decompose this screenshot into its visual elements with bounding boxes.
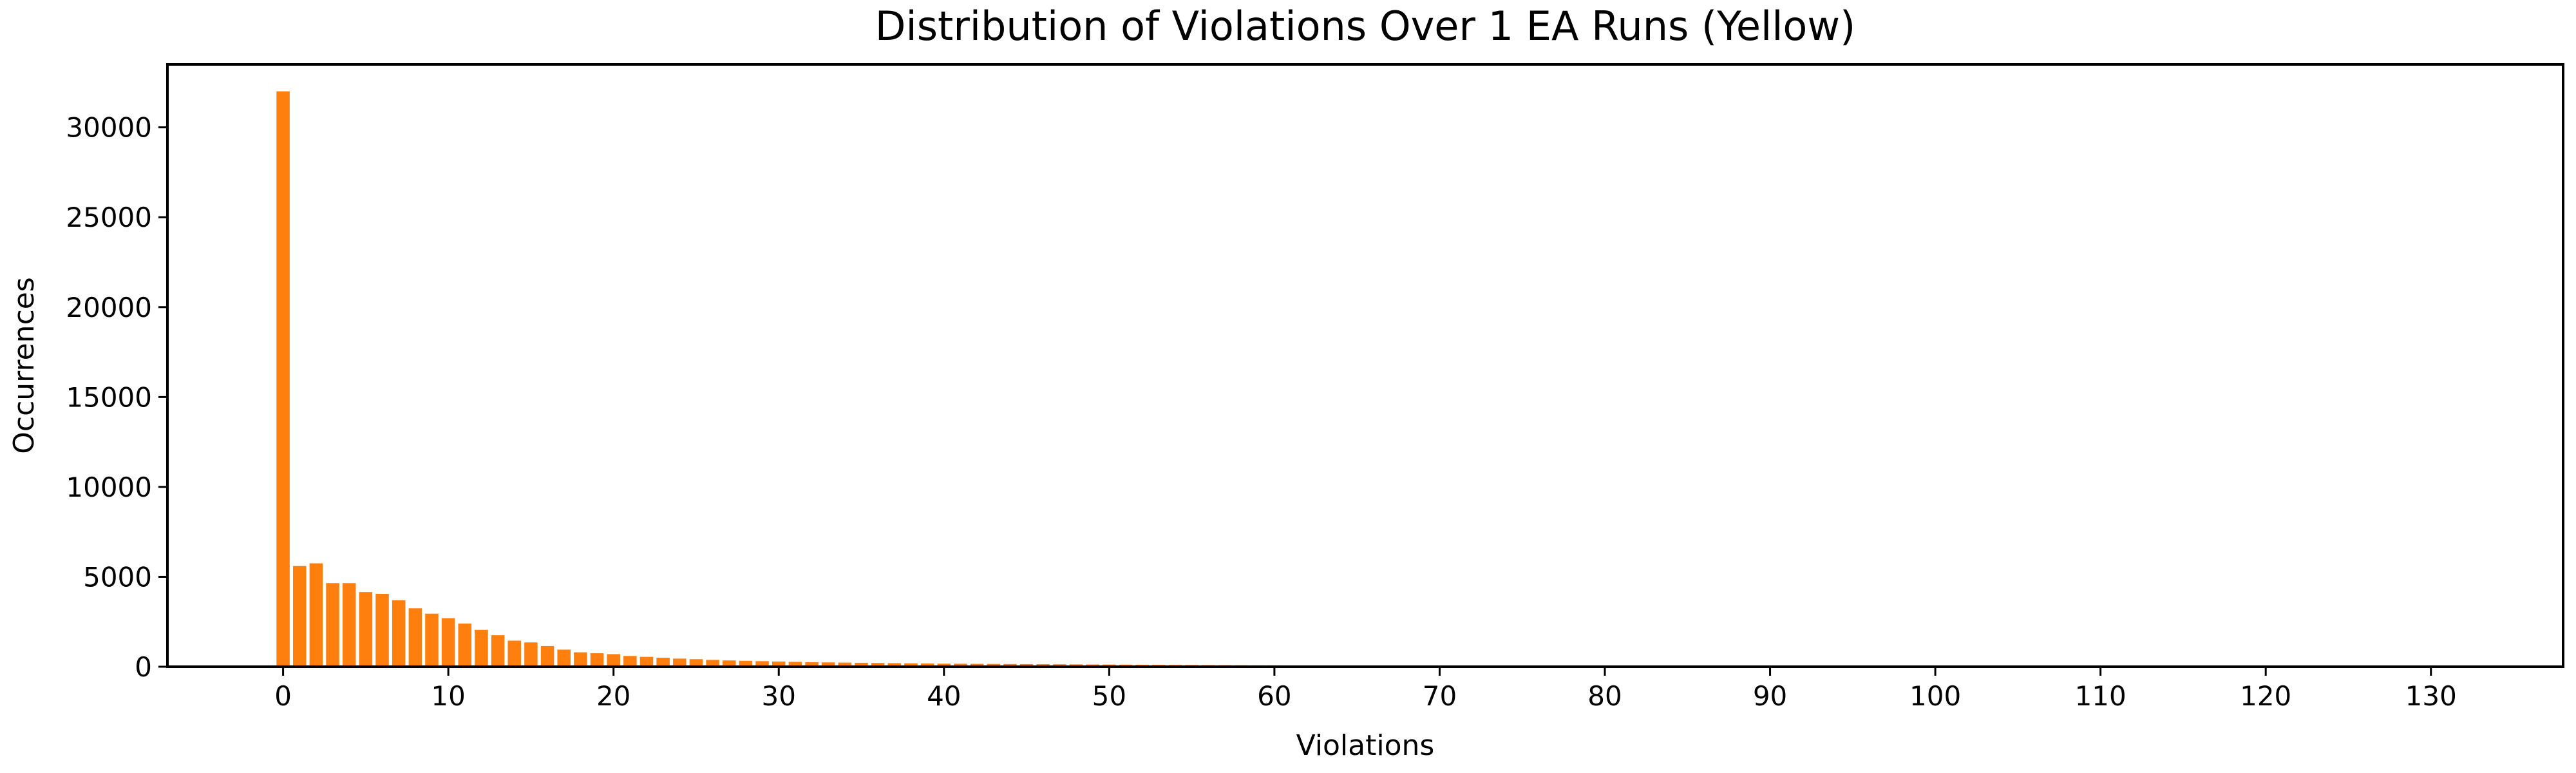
bar-violations-45 (1019, 663, 1034, 667)
x-tick-label: 80 (1587, 680, 1622, 712)
bar-violations-28 (739, 660, 753, 667)
bar-violations-14 (507, 640, 522, 667)
y-tick-label: 25000 (66, 202, 152, 233)
bar-violations-7 (392, 600, 406, 667)
bar-violations-21 (623, 656, 637, 667)
bar-violations-42 (970, 663, 984, 667)
x-tick-label: 90 (1753, 680, 1787, 712)
bar-violations-30 (772, 661, 786, 667)
bar-violations-5 (359, 592, 373, 667)
bar-violations-29 (755, 661, 769, 667)
y-tick-label: 10000 (66, 472, 152, 503)
x-tick-label: 130 (2405, 680, 2457, 712)
bars-layer (276, 91, 2471, 667)
bar-violations-41 (954, 663, 967, 667)
x-tick-label: 40 (927, 680, 961, 712)
bar-violations-16 (540, 645, 554, 667)
bar-violations-18 (574, 652, 587, 667)
y-axis-label: Occurrences (8, 277, 41, 453)
bar-violations-25 (689, 659, 703, 667)
x-tick-label: 110 (2075, 680, 2126, 712)
bar-violations-44 (1003, 663, 1017, 667)
bar-violations-10 (441, 618, 455, 667)
x-tick-label: 0 (274, 680, 292, 712)
bar-violations-22 (639, 656, 654, 667)
y-tick-label: 0 (135, 651, 152, 683)
y-tick-label: 20000 (66, 292, 152, 323)
y-tick-label: 15000 (66, 381, 152, 413)
bar-violations-19 (590, 653, 604, 667)
bar-violations-20 (607, 654, 620, 667)
plot-frame (166, 63, 2564, 668)
bar-violations-1 (292, 566, 307, 667)
bar-violations-33 (821, 662, 835, 667)
bar-violations-38 (904, 663, 918, 667)
bar-violations-37 (887, 663, 902, 667)
x-ticks-layer: 0 10 20 30 40 50 60 70 80 90 100 110 120 130 (274, 667, 2457, 712)
bar-violations-43 (987, 663, 1001, 667)
x-tick-label: 20 (596, 680, 630, 712)
bar-violations-13 (491, 635, 505, 667)
x-tick-label: 120 (2240, 680, 2291, 712)
bar-violations-31 (788, 662, 802, 667)
bar-violations-2 (309, 563, 323, 667)
x-tick-label: 10 (431, 680, 465, 712)
bar-violations-35 (855, 662, 868, 667)
y-ticks-layer: 0 5000 10000 15000 20000 25000 30000 (66, 112, 167, 683)
bar-violations-0 (276, 91, 290, 667)
bar-violations-6 (375, 593, 389, 667)
bar-violations-8 (408, 608, 422, 667)
bar-violations-34 (838, 662, 852, 667)
x-tick-label: 60 (1257, 680, 1291, 712)
bar-violations-32 (805, 662, 819, 667)
x-tick-label: 50 (1092, 680, 1126, 712)
bar-violations-3 (326, 583, 339, 667)
x-axis-label: Violations (1296, 729, 1435, 762)
bar-violations-36 (871, 663, 885, 667)
bar-violations-27 (723, 660, 736, 667)
chart-title: Distribution of Violations Over 1 EA Run… (875, 3, 1856, 50)
bar-violations-39 (920, 663, 934, 667)
x-tick-label: 100 (1909, 680, 1961, 712)
y-tick-label: 5000 (83, 561, 152, 593)
bar-violations-9 (425, 613, 439, 667)
bar-violations-12 (475, 629, 488, 667)
bar-violations-23 (656, 658, 670, 667)
bar-violations-26 (706, 660, 719, 667)
bar-violations-4 (342, 583, 356, 667)
bar-violations-17 (557, 649, 571, 667)
bar-violations-11 (458, 624, 472, 667)
x-tick-label: 70 (1423, 680, 1457, 712)
bar-violations-40 (937, 663, 951, 667)
bar-violations-15 (524, 642, 538, 667)
bar-violations-24 (673, 658, 687, 667)
y-tick-label: 30000 (66, 112, 152, 144)
x-tick-label: 30 (762, 680, 796, 712)
